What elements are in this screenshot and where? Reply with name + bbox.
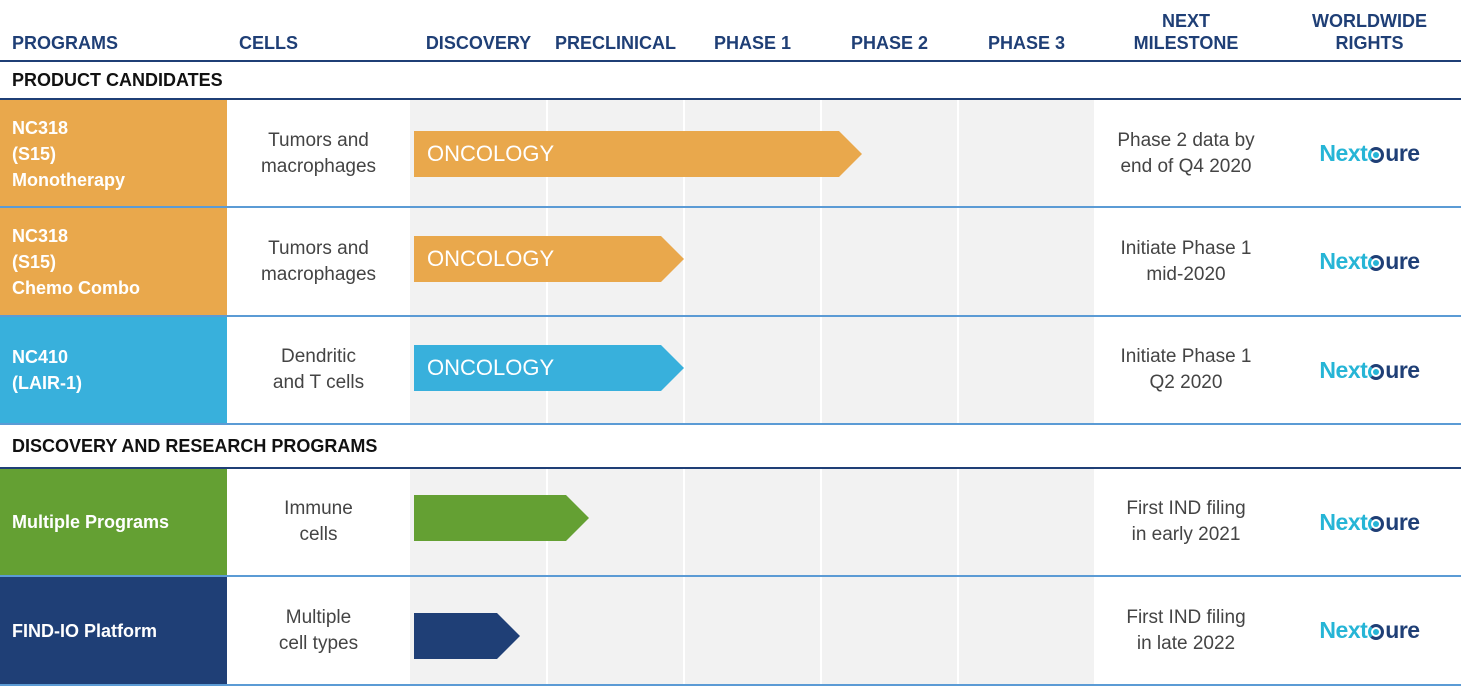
stage-divider xyxy=(1094,469,1096,685)
cells-label: Tumors and macrophages xyxy=(260,237,377,285)
header-worldwide-rights: WORLDWIDE RIGHTS xyxy=(1312,11,1427,53)
section-discovery-research: DISCOVERY AND RESEARCH PROGRAMS xyxy=(12,435,378,456)
program-nc318-chemo-combo: NC318 (S15) Chemo Combo xyxy=(0,208,227,315)
stage-divider xyxy=(1277,469,1279,685)
arrow-label: ONCOLOGY xyxy=(427,355,555,380)
row-divider xyxy=(0,423,1461,425)
program-find-io-platform: FIND-IO Platform xyxy=(0,577,227,684)
nextcure-logo: Next ure xyxy=(1319,140,1420,166)
stage-divider xyxy=(546,469,548,685)
section-product-candidates: PRODUCT CANDIDATES xyxy=(12,69,223,90)
row-divider xyxy=(0,575,1461,577)
nextcure-logo: Next ure xyxy=(1319,248,1420,274)
section-divider xyxy=(0,98,1461,100)
header-divider xyxy=(0,60,1461,62)
stage-divider xyxy=(1094,100,1096,423)
next-milestone: First IND filing in early 2021 xyxy=(1126,498,1246,545)
cells-label: Multiple cell types xyxy=(278,606,359,654)
next-milestone: Initiate Phase 1 mid-2020 xyxy=(1120,237,1252,285)
program-nc318-monotherapy: NC318 (S15) Monotherapy xyxy=(0,100,227,207)
next-milestone: Phase 2 data by end of Q4 2020 xyxy=(1117,129,1255,177)
cells-label: Dendritic and T cells xyxy=(272,346,365,393)
stage-divider xyxy=(683,100,685,423)
stage-divider xyxy=(820,469,822,685)
nextcure-logo: Next ure xyxy=(1319,617,1420,643)
stage-divider xyxy=(957,469,959,685)
stage-arrow xyxy=(414,131,862,177)
arrow-label: ONCOLOGY xyxy=(427,141,555,166)
header-phase3: PHASE 3 xyxy=(987,33,1066,53)
stage-arrow xyxy=(414,236,684,282)
row-divider xyxy=(0,206,1461,208)
header-next-milestone: NEXT MILESTONE xyxy=(1133,11,1239,53)
next-milestone: Initiate Phase 1 Q2 2020 xyxy=(1120,346,1252,393)
stage-arrow xyxy=(414,613,520,659)
stage-arrow xyxy=(414,495,589,541)
arrow-label: ONCOLOGY xyxy=(427,246,555,271)
program-nc410: NC410 (LAIR-1) xyxy=(0,317,227,423)
stage-divider xyxy=(957,100,959,423)
header-phase2: PHASE 2 xyxy=(850,33,929,53)
stage-divider xyxy=(1277,100,1279,423)
row-divider xyxy=(0,684,1461,686)
stage-arrow xyxy=(414,345,684,391)
header-phase1: PHASE 1 xyxy=(713,33,792,53)
header-preclinical: PRECLINICAL xyxy=(555,33,676,53)
nextcure-logo: Next ure xyxy=(1319,508,1420,535)
program-multiple-programs: Multiple Programs xyxy=(0,469,227,575)
stage-divider xyxy=(820,100,822,423)
row-divider xyxy=(0,315,1461,317)
section-divider xyxy=(0,467,1461,469)
nextcure-logo: Next ure xyxy=(1319,356,1420,383)
header-cells: CELLS xyxy=(239,33,299,53)
cells-label: Immune cells xyxy=(284,498,353,545)
header-programs: PROGRAMS xyxy=(12,33,119,53)
next-milestone: First IND filing in late 2022 xyxy=(1126,606,1246,654)
cells-label: Tumors and macrophages xyxy=(260,129,377,177)
stage-divider xyxy=(683,469,685,685)
header-discovery: DISCOVERY xyxy=(425,33,532,53)
